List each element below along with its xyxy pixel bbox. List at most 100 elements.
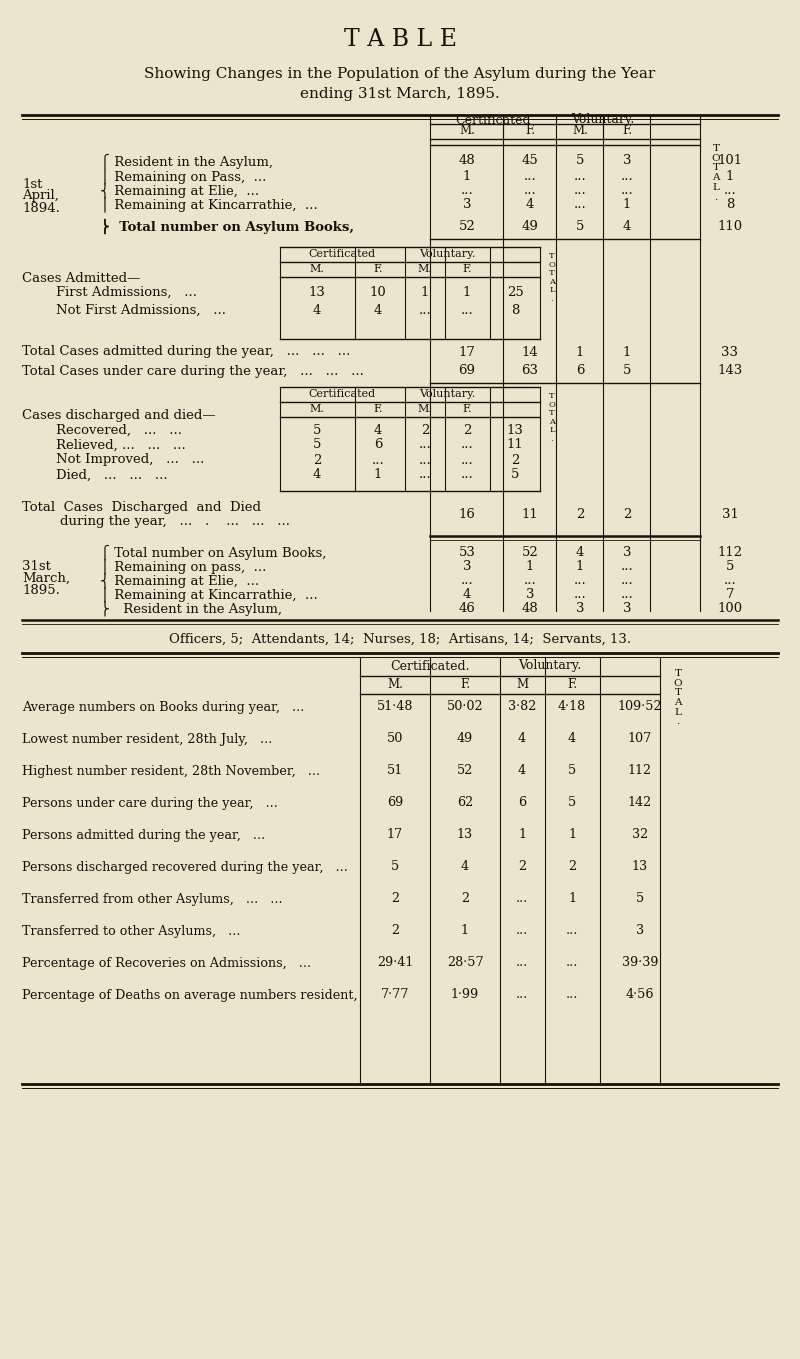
Text: Voluntary.: Voluntary. (419, 389, 475, 400)
Text: ...: ... (524, 170, 536, 182)
Text: 4: 4 (463, 587, 471, 601)
Text: 7·77: 7·77 (381, 988, 409, 1002)
Text: ⎪ Remaining at Kincarrathie,  ...: ⎪ Remaining at Kincarrathie, ... (100, 586, 318, 602)
Text: 1: 1 (726, 170, 734, 182)
Text: 101: 101 (718, 155, 742, 167)
Text: 11: 11 (522, 507, 538, 520)
Text: Percentage of Recoveries on Admissions,   ...: Percentage of Recoveries on Admissions, … (22, 957, 311, 969)
Text: ...: ... (516, 988, 528, 1002)
Text: 5: 5 (576, 155, 584, 167)
Text: F.: F. (374, 404, 382, 414)
Text: 17: 17 (458, 345, 475, 359)
Text: ⎧ Total number on Asylum Books,: ⎧ Total number on Asylum Books, (100, 544, 326, 560)
Text: 50: 50 (387, 733, 403, 746)
Text: T A B L E: T A B L E (343, 27, 457, 50)
Text: 4: 4 (518, 765, 526, 777)
Text: 4: 4 (313, 303, 321, 317)
Text: 2: 2 (461, 893, 469, 905)
Text: T
O
T
A
L
.: T O T A L . (549, 251, 555, 303)
Text: F.: F. (525, 125, 535, 137)
Text: 5: 5 (511, 469, 519, 481)
Text: 4: 4 (374, 303, 382, 317)
Text: F.: F. (567, 678, 577, 690)
Text: 1: 1 (623, 345, 631, 359)
Text: 3: 3 (462, 197, 471, 211)
Text: 4: 4 (313, 469, 321, 481)
Text: F.: F. (462, 404, 472, 414)
Text: 1: 1 (463, 285, 471, 299)
Text: Certificated.: Certificated. (390, 659, 470, 673)
Text: 3: 3 (622, 602, 631, 614)
Text: 51: 51 (387, 765, 403, 777)
Text: Average numbers on Books during year,   ...: Average numbers on Books during year, ..… (22, 700, 304, 713)
Text: M.: M. (418, 404, 433, 414)
Text: ...: ... (574, 183, 586, 197)
Text: ...: ... (621, 183, 634, 197)
Text: Certificated: Certificated (309, 389, 375, 400)
Text: 1: 1 (568, 893, 576, 905)
Text: Recovered,   ...   ...: Recovered, ... ... (22, 424, 182, 436)
Text: 1: 1 (623, 197, 631, 211)
Text: Voluntary.: Voluntary. (571, 114, 634, 126)
Text: 2: 2 (518, 860, 526, 874)
Text: 5: 5 (391, 860, 399, 874)
Text: ...: ... (461, 573, 474, 587)
Text: T
O
T
A
L
.: T O T A L . (549, 391, 555, 443)
Text: March,: March, (22, 572, 70, 584)
Text: 1894.: 1894. (22, 201, 60, 215)
Text: 10: 10 (370, 285, 386, 299)
Text: 5: 5 (568, 765, 576, 777)
Text: 8: 8 (511, 303, 519, 317)
Text: F.: F. (374, 264, 382, 275)
Text: Persons discharged recovered during the year,   ...: Persons discharged recovered during the … (22, 860, 348, 874)
Text: M.: M. (459, 125, 475, 137)
Text: ...: ... (574, 197, 586, 211)
Text: ...: ... (516, 893, 528, 905)
Text: 4: 4 (461, 860, 469, 874)
Text: Not First Admissions,   ...: Not First Admissions, ... (22, 303, 226, 317)
Text: 1: 1 (374, 469, 382, 481)
Text: 2: 2 (391, 893, 399, 905)
Text: ...: ... (524, 183, 536, 197)
Text: Total  Cases  Discharged  and  Died: Total Cases Discharged and Died (22, 500, 261, 514)
Text: 2: 2 (576, 507, 584, 520)
Text: 5: 5 (623, 364, 631, 378)
Text: M.: M. (310, 264, 325, 275)
Text: 6: 6 (576, 364, 584, 378)
Text: Highest number resident, 28th November,   ...: Highest number resident, 28th November, … (22, 765, 320, 777)
Text: ...: ... (621, 560, 634, 572)
Text: Relieved, ...   ...   ...: Relieved, ... ... ... (22, 439, 186, 451)
Text: 50·02: 50·02 (446, 700, 483, 713)
Text: 63: 63 (522, 364, 538, 378)
Text: 69: 69 (387, 796, 403, 810)
Text: 6: 6 (518, 796, 526, 810)
Text: 3: 3 (622, 155, 631, 167)
Text: ⎨ Remaining at Elie,  ...: ⎨ Remaining at Elie, ... (100, 182, 259, 198)
Text: ⎪ Remaining at Kincarrathie,  ...: ⎪ Remaining at Kincarrathie, ... (100, 196, 318, 212)
Text: 3: 3 (526, 587, 534, 601)
Text: 11: 11 (506, 439, 523, 451)
Text: Percentage of Deaths on average numbers resident,: Percentage of Deaths on average numbers … (22, 988, 358, 1002)
Text: 13: 13 (506, 424, 523, 436)
Text: 8: 8 (726, 197, 734, 211)
Text: ...: ... (566, 957, 578, 969)
Text: ⎨ Remaining at Elie,  ...: ⎨ Remaining at Elie, ... (100, 572, 259, 587)
Text: 25: 25 (506, 285, 523, 299)
Text: 107: 107 (628, 733, 652, 746)
Text: ...: ... (372, 454, 384, 466)
Text: 2: 2 (313, 454, 321, 466)
Text: F.: F. (460, 678, 470, 690)
Text: ...: ... (516, 957, 528, 969)
Text: ...: ... (574, 573, 586, 587)
Text: Certificated: Certificated (455, 114, 531, 126)
Text: 1: 1 (461, 924, 469, 938)
Text: Total Cases admitted during the year,   ...   ...   ...: Total Cases admitted during the year, ..… (22, 345, 350, 359)
Text: F.: F. (462, 264, 472, 275)
Text: 48: 48 (522, 602, 538, 614)
Text: ...: ... (621, 573, 634, 587)
Text: 4·56: 4·56 (626, 988, 654, 1002)
Text: Cases discharged and died—: Cases discharged and died— (22, 409, 216, 423)
Text: 143: 143 (718, 364, 742, 378)
Text: 4: 4 (518, 733, 526, 746)
Text: 16: 16 (458, 507, 475, 520)
